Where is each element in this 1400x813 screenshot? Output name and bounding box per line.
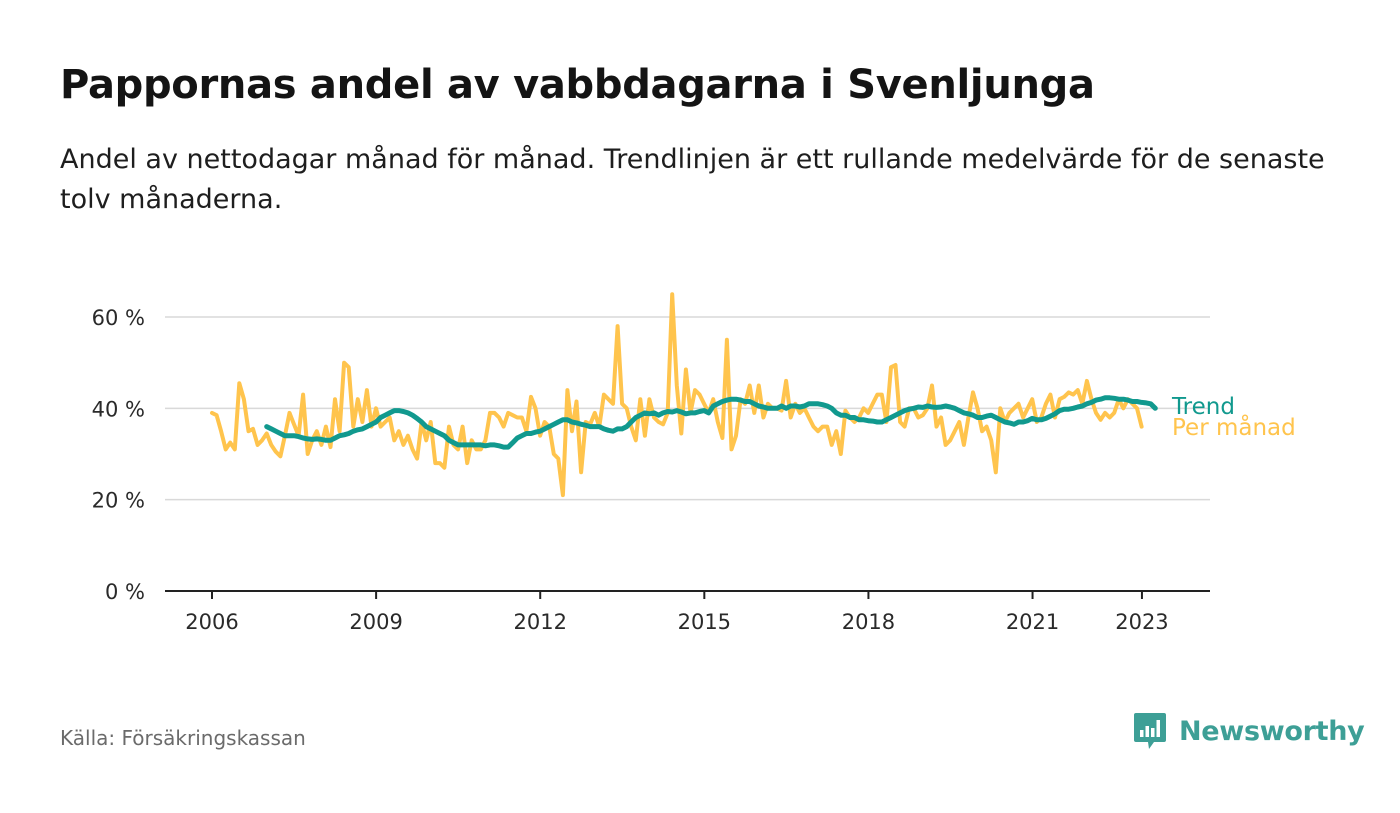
y-tick-label: 0 %	[105, 580, 145, 604]
brand-name: Newsworthy	[1179, 715, 1365, 747]
x-tick-label: 2021	[1006, 610, 1059, 634]
x-tick-label: 2015	[678, 610, 731, 634]
series-line-per-manad	[210, 292, 1144, 498]
x-tick-label: 2012	[513, 610, 566, 634]
gridlines	[165, 316, 1210, 592]
y-axis-tick-labels: 0 % 20 % 40 % 60 %	[92, 306, 145, 604]
x-tick-label: 2006	[185, 610, 238, 634]
x-tick-label: 2018	[842, 610, 895, 634]
brand: Newsworthy	[1133, 711, 1365, 751]
series-label-trend: Trend	[1171, 394, 1235, 420]
series-lines	[210, 292, 1158, 498]
source-note: Källa: Försäkringskassan	[60, 726, 306, 750]
y-tick-label: 40 %	[92, 397, 145, 421]
x-tick-label: 2009	[349, 610, 402, 634]
series-line-trend	[264, 395, 1158, 450]
x-tick-label: 2023	[1115, 610, 1168, 634]
series-label-per-manad: Per månad	[1172, 413, 1296, 441]
y-tick-label: 60 %	[92, 306, 145, 330]
x-axis-tick-labels: 2006 2009 2012 2015 2018 2021 2023	[185, 591, 1169, 634]
y-tick-label: 20 %	[92, 489, 145, 513]
chart-title: Pappornas andel av vabbdagarna i Svenlju…	[60, 62, 1095, 108]
chart-subtitle: Andel av nettodagar månad för månad. Tre…	[60, 144, 1325, 215]
newsworthy-logo-icon	[1134, 713, 1166, 749]
